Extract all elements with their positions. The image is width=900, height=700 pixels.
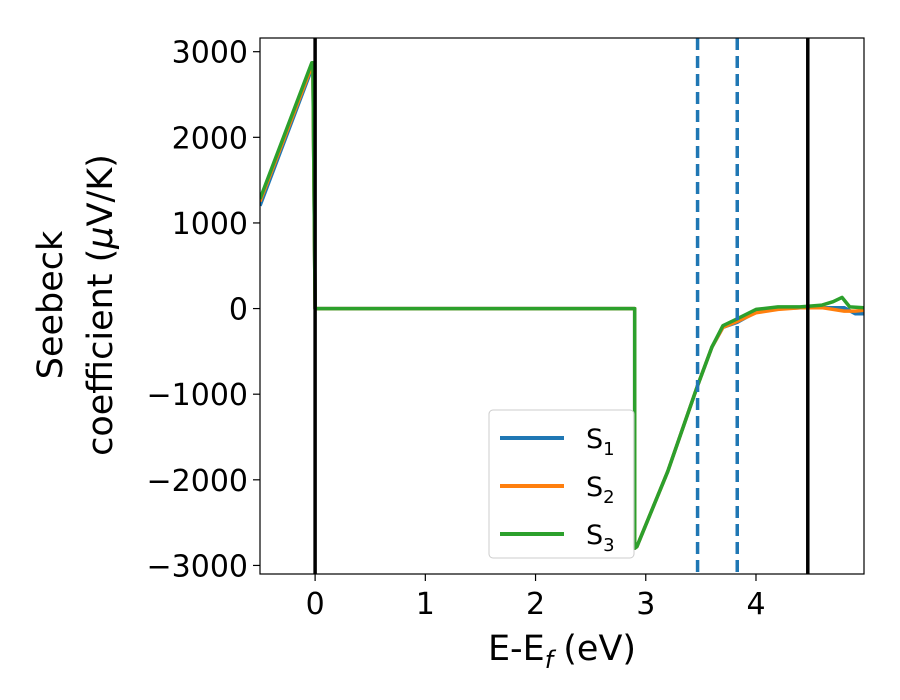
- x-tick-label: 2: [526, 587, 545, 622]
- legend: S1 S2 S3: [488, 409, 635, 559]
- y-tick-label: −2000: [147, 464, 248, 499]
- series-line-s3: [260, 61, 864, 551]
- y-tick-label: 1000: [172, 207, 248, 242]
- x-axis-label-main: E-E: [488, 629, 545, 669]
- x-tick-label: 4: [746, 587, 765, 622]
- legend-label-s1: S1: [586, 424, 615, 460]
- legend-label-s3: S3: [586, 520, 615, 556]
- y-tick-label: 2000: [172, 121, 248, 156]
- y-tick-label: −3000: [147, 549, 248, 584]
- y-axis-label-unit: V/K): [81, 154, 121, 226]
- x-axis-ticks: 0 1 2 3 4: [306, 574, 766, 622]
- y-axis-label-line2: coefficient (μV/K): [81, 154, 121, 456]
- y-tick-label: 0: [229, 293, 248, 328]
- x-axis-label: E-Ef (eV): [488, 629, 636, 674]
- x-tick-label: 3: [636, 587, 655, 622]
- x-tick-label: 0: [306, 587, 325, 622]
- y-axis-label: Seebeck: [31, 230, 71, 379]
- legend-label-s2: S2: [586, 472, 615, 508]
- vertical-reference-lines: [313, 38, 810, 574]
- y-tick-label: 3000: [172, 36, 248, 71]
- y-axis-label-line2-group: coefficient (μV/K): [81, 154, 121, 456]
- x-axis-label-subscript: f: [545, 646, 557, 674]
- y-axis-ticks: 3000 2000 1000 0 −1000 −2000 −3000: [147, 36, 260, 584]
- x-axis-label-unit: (eV): [563, 629, 636, 669]
- y-axis-label-line1: Seebeck: [31, 230, 71, 379]
- y-tick-label: −1000: [147, 378, 248, 413]
- y-axis-label-mu: μ: [81, 226, 121, 249]
- y-axis-label-prefix: coefficient (: [81, 249, 121, 456]
- plot-frame: [259, 37, 865, 575]
- x-tick-label: 1: [416, 587, 435, 622]
